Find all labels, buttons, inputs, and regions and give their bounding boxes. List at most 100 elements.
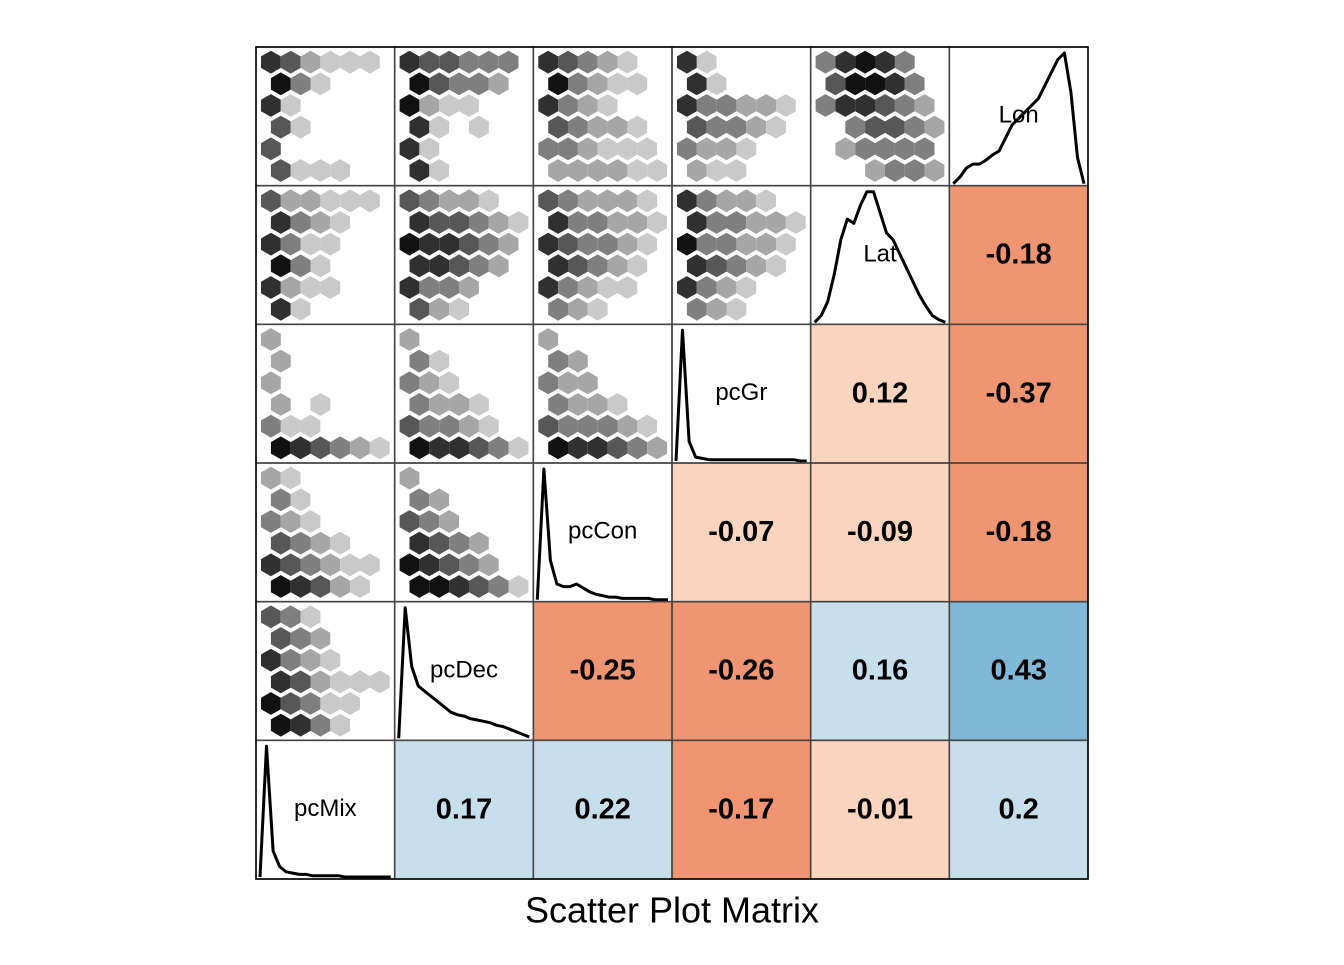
hexbin — [815, 94, 836, 117]
hexbin — [261, 232, 281, 256]
hexbin — [419, 553, 440, 577]
hexbin — [310, 393, 331, 416]
hexbin — [766, 211, 786, 234]
hexbin — [399, 466, 420, 490]
hexbin — [538, 50, 559, 74]
hexbin — [340, 50, 360, 74]
hexbin — [350, 436, 370, 460]
hexbin — [478, 553, 499, 577]
hexbin — [647, 436, 667, 460]
hexbin — [409, 575, 430, 598]
hexbin — [429, 393, 450, 416]
hexbin — [290, 297, 311, 321]
hexbin — [439, 510, 459, 533]
hexbin — [568, 72, 588, 96]
hexbin — [449, 531, 469, 555]
hexbin — [696, 276, 717, 299]
hexbin — [419, 50, 440, 74]
hexbin — [894, 137, 915, 161]
hexbin — [756, 189, 776, 213]
hexbin — [498, 232, 519, 256]
hexbin — [538, 189, 559, 213]
hexbin — [736, 94, 757, 117]
hexbin — [280, 276, 301, 299]
hexbin — [914, 94, 935, 117]
hexbin — [568, 115, 588, 139]
hexbin — [726, 297, 747, 321]
hexbin — [449, 436, 469, 460]
hexbin — [409, 115, 430, 139]
hexbin — [399, 94, 420, 117]
density-curve — [258, 744, 391, 879]
hexbin — [548, 393, 568, 416]
hexbin — [597, 276, 618, 299]
hexbin — [270, 72, 291, 96]
hexbin — [399, 50, 420, 74]
hexbin — [439, 94, 459, 117]
density-curve — [952, 51, 1086, 185]
hexbin — [587, 115, 608, 139]
hexbin — [419, 414, 440, 438]
hexbin — [577, 189, 598, 213]
hexbin — [310, 254, 331, 278]
hexbin — [270, 393, 291, 416]
hexbin — [439, 189, 459, 213]
hexbin — [587, 254, 608, 278]
hexbin — [320, 648, 341, 672]
hexbin — [577, 276, 598, 299]
hexbin — [429, 349, 450, 373]
hexbin — [369, 670, 390, 694]
hexbin — [568, 297, 588, 321]
hexbin — [587, 211, 608, 234]
hexbin — [290, 531, 311, 555]
hexbin — [459, 94, 479, 117]
hexbin — [736, 137, 757, 161]
hexbin — [320, 692, 341, 715]
hexbin — [261, 50, 281, 74]
hexbin — [716, 189, 737, 213]
hexbin — [885, 159, 905, 182]
hexbin — [894, 50, 915, 74]
hexbin — [290, 254, 311, 278]
hexbin — [270, 575, 291, 598]
hexbin — [290, 713, 311, 737]
hexbin — [696, 232, 717, 256]
density-curve — [813, 190, 946, 324]
hexbin — [756, 94, 776, 117]
hexbin — [597, 94, 618, 117]
hexbin — [300, 414, 321, 438]
hexbin — [746, 211, 767, 234]
hexbin — [637, 414, 658, 438]
correlation-label: 0.22 — [574, 793, 630, 825]
hexbin — [736, 189, 757, 213]
hexbin — [429, 211, 450, 234]
hexbin — [439, 232, 459, 256]
hexbin — [300, 232, 321, 256]
correlation-label: 0.16 — [852, 655, 908, 687]
hexbin — [469, 115, 489, 139]
hexbin — [558, 232, 578, 256]
hexbin — [459, 553, 479, 577]
hexbin — [746, 254, 767, 278]
hexbin — [300, 648, 321, 672]
hexbin — [865, 115, 885, 139]
variable-label: Lon — [999, 102, 1039, 129]
hexbin — [399, 276, 420, 299]
hexbin — [627, 436, 648, 460]
hexbin — [360, 50, 380, 74]
hexbin — [637, 189, 658, 213]
matrix-border — [255, 46, 1089, 880]
hexbin — [469, 254, 489, 278]
correlation-label: 0.43 — [990, 655, 1046, 687]
hexbin — [706, 254, 727, 278]
hexbin — [488, 575, 509, 598]
hexbin — [280, 648, 301, 672]
correlation-label: 0.2 — [999, 793, 1039, 825]
correlation-label: -0.37 — [986, 377, 1052, 409]
hexbin — [726, 254, 747, 278]
hexbin — [429, 488, 450, 512]
correlation-label: 0.12 — [852, 377, 908, 409]
hexbin — [270, 713, 291, 737]
correlation-label: -0.17 — [708, 793, 774, 825]
hexbin — [429, 436, 450, 460]
